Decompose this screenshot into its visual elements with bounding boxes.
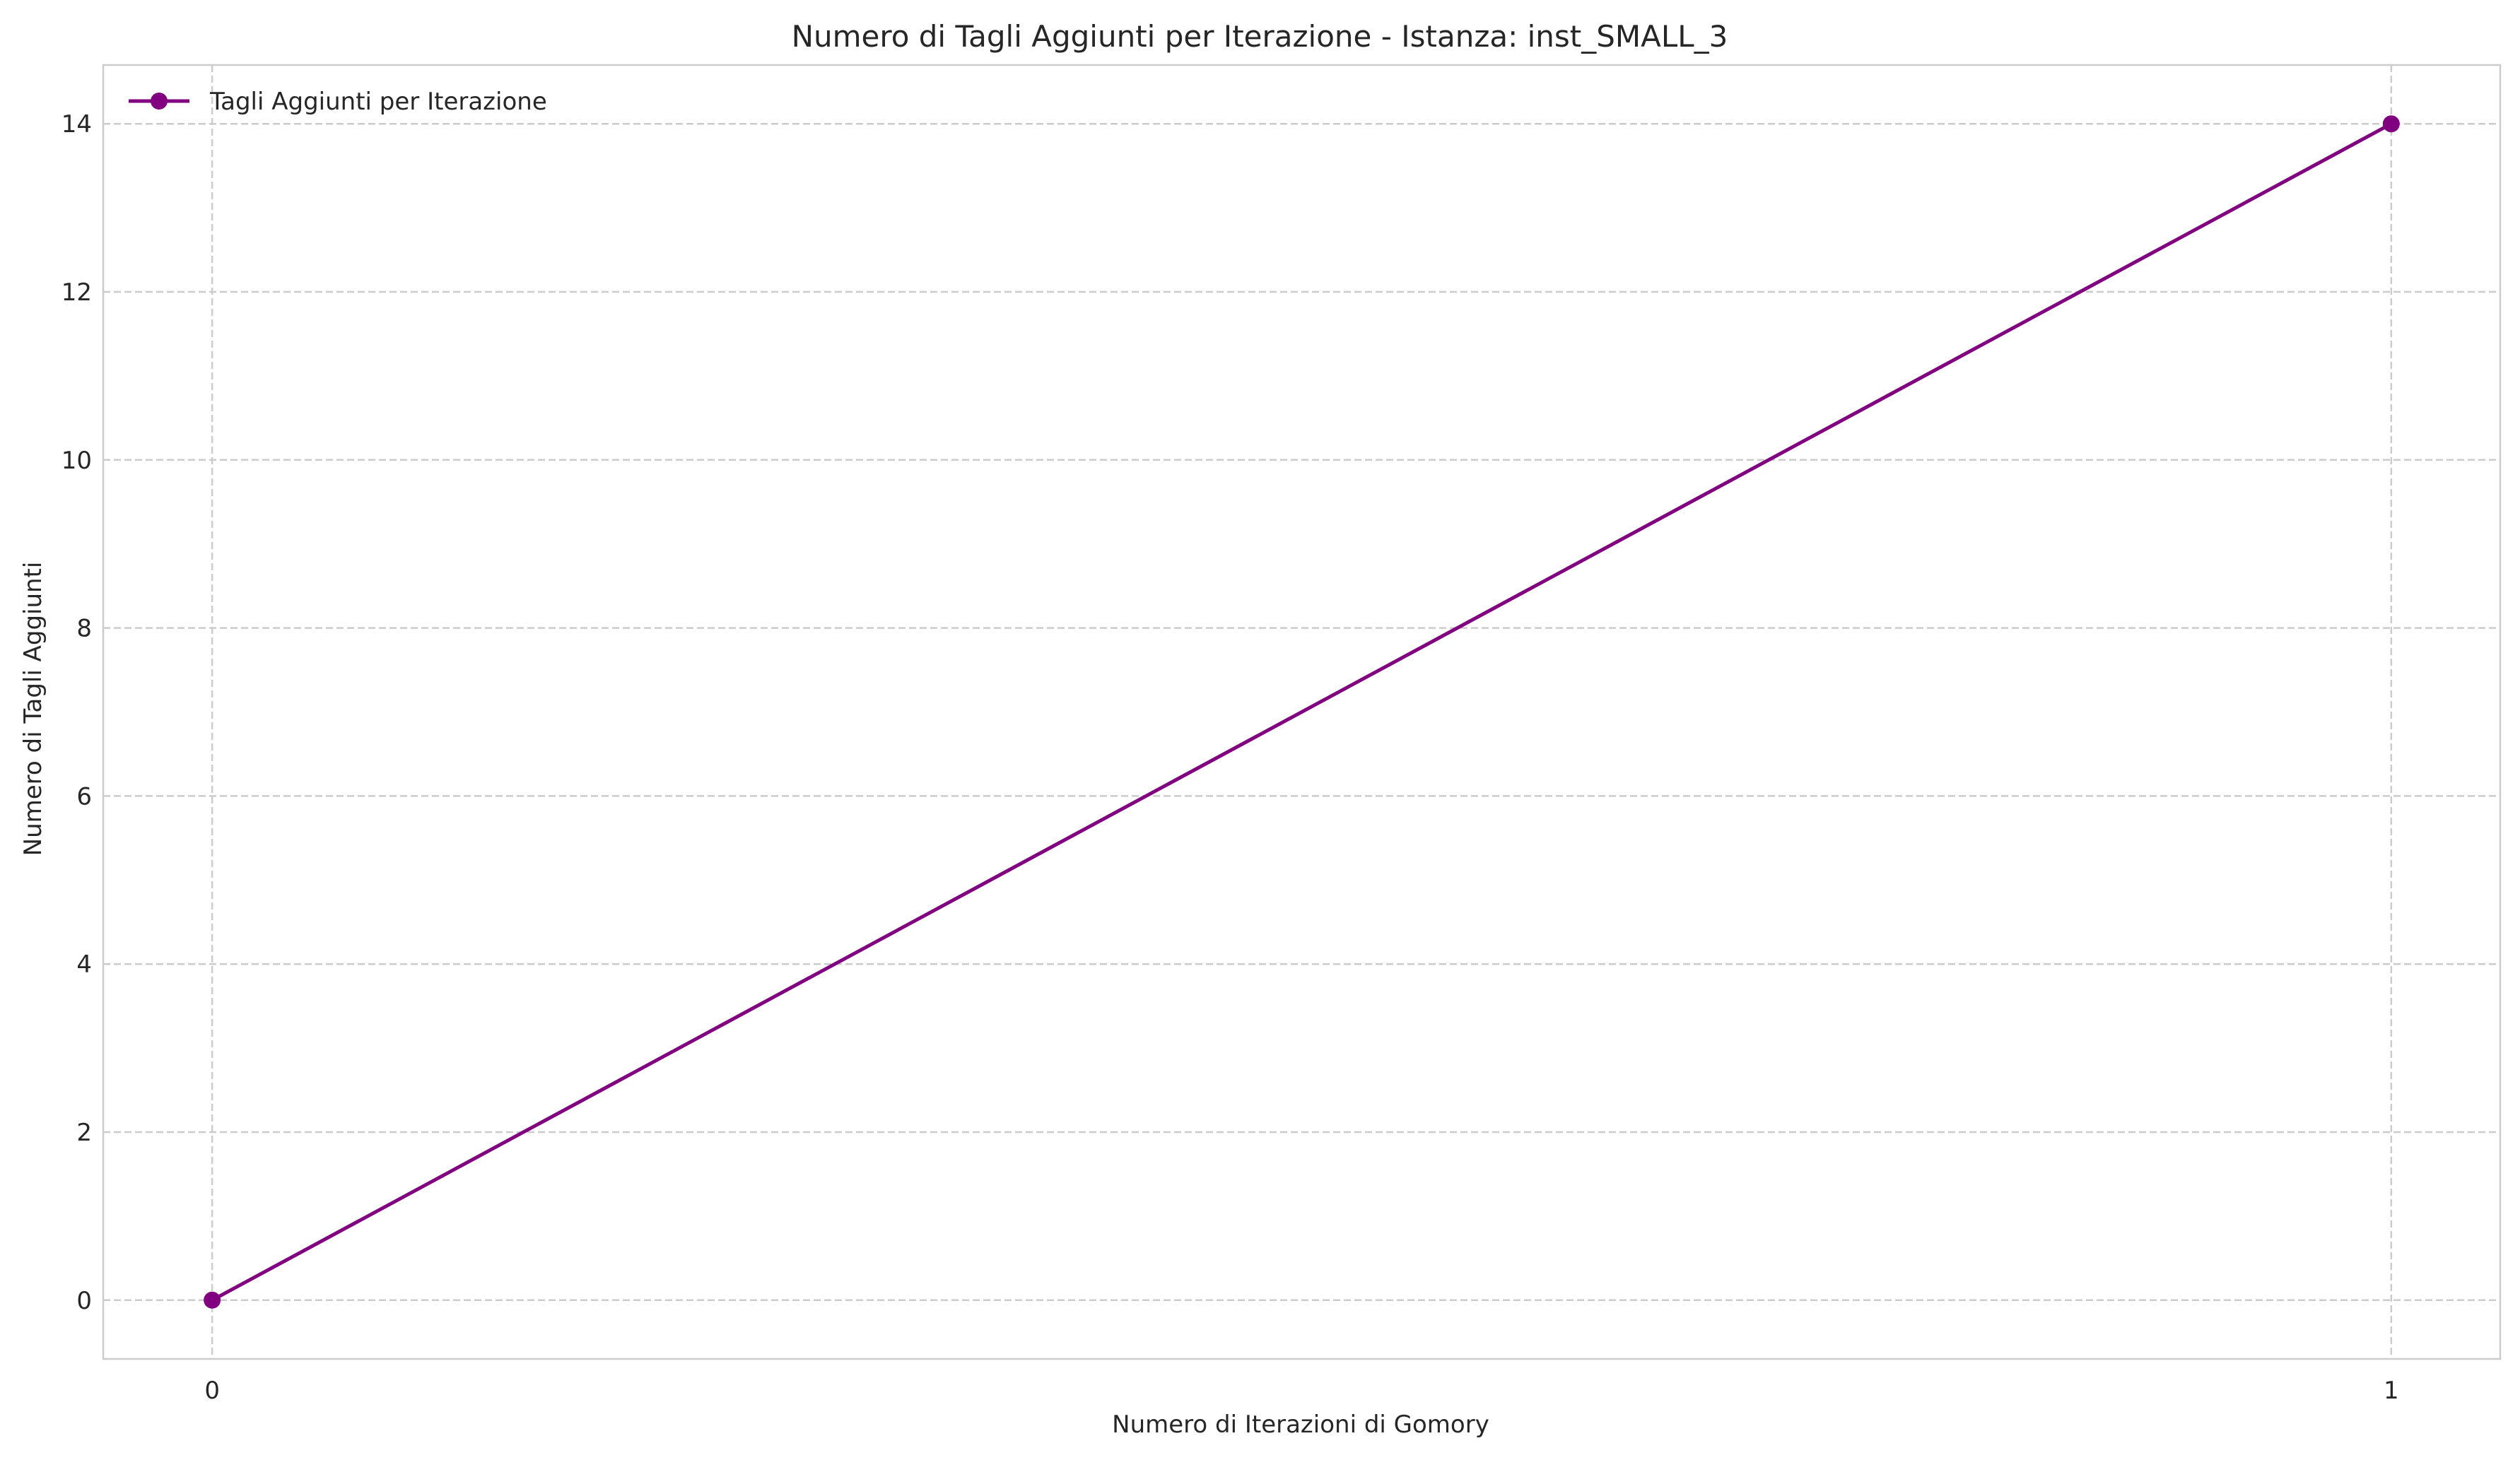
chart-title: Numero di Tagli Aggiunti per Iterazione … — [792, 19, 1728, 54]
y-tick-label: 12 — [61, 278, 92, 307]
y-tick-label: 0 — [76, 1287, 92, 1315]
series-group — [204, 115, 2400, 1309]
y-tick-label: 2 — [76, 1119, 92, 1147]
x-tick-label: 1 — [2384, 1377, 2399, 1405]
legend: Tagli Aggiunti per Iterazione — [129, 88, 547, 116]
legend-marker-swatch — [151, 93, 168, 110]
y-tick-label: 10 — [61, 447, 92, 475]
axis-ticks: 0 2 4 6 8 10 12 14 0 1 — [61, 110, 2399, 1405]
y-tick-label: 4 — [76, 950, 92, 979]
y-tick-label: 14 — [61, 110, 92, 139]
y-axis-label: Numero di Tagli Aggiunti — [19, 562, 47, 856]
y-tick-label: 8 — [76, 615, 92, 643]
x-tick-label: 0 — [204, 1377, 220, 1405]
data-point-marker — [204, 1291, 221, 1309]
series-line — [211, 122, 2393, 1302]
plot-area-frame — [102, 64, 2502, 1360]
grid-lines — [103, 65, 2500, 1359]
legend-series-label: Tagli Aggiunti per Iterazione — [209, 88, 547, 116]
y-tick-label: 6 — [76, 782, 92, 811]
data-point-marker — [2382, 115, 2400, 133]
x-axis-label: Numero di Iterazioni di Gomory — [1112, 1411, 1489, 1439]
